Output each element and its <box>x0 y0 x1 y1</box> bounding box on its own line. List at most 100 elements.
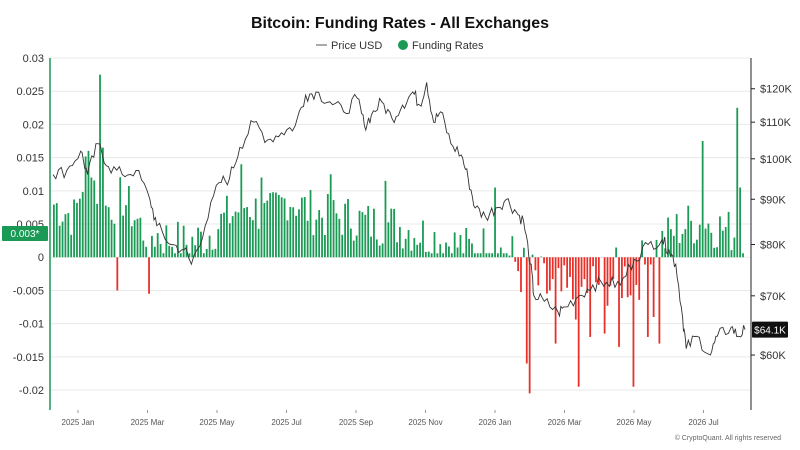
funding-bar <box>260 177 263 258</box>
funding-bar <box>407 230 410 258</box>
funding-bar <box>90 177 93 258</box>
funding-bar <box>93 180 96 258</box>
funding-bar <box>436 253 439 258</box>
funding-bar <box>182 225 185 258</box>
legend[interactable]: Price USD Funding Rates <box>316 40 484 52</box>
funding-bar <box>623 257 626 267</box>
latest-funding-value: 0.003* <box>11 229 40 240</box>
funding-bar <box>528 257 531 394</box>
funding-bar <box>739 187 742 258</box>
funding-bar <box>649 257 652 265</box>
funding-bar <box>554 257 557 344</box>
funding-bar <box>719 216 721 258</box>
latest-funding-tag: 0.003* <box>2 226 48 241</box>
funding-bar <box>228 223 231 258</box>
funding-bar <box>707 223 710 258</box>
funding-bar <box>520 257 522 293</box>
funding-bar <box>306 220 309 258</box>
funding-bar <box>471 243 473 258</box>
funding-bar <box>410 250 413 258</box>
funding-bar <box>254 198 257 258</box>
funding-bar <box>612 257 615 280</box>
funding-bar <box>315 219 318 258</box>
funding-bar <box>537 257 540 286</box>
right-tick-label: $110K <box>760 117 792 129</box>
funding-bar <box>300 197 303 258</box>
left-tick-label: -0.015 <box>13 352 44 364</box>
funding-bar <box>151 235 153 258</box>
funding-bar <box>427 251 430 258</box>
funding-bar <box>684 229 687 258</box>
funding-bar <box>393 208 396 258</box>
funding-bar <box>373 208 375 258</box>
funding-bar <box>99 74 101 258</box>
funding-bar <box>240 164 243 258</box>
right-tick-label: $100K <box>760 154 792 166</box>
funding-bar <box>583 257 586 280</box>
legend-price-label: Price USD <box>331 40 382 52</box>
funding-bar <box>243 208 246 258</box>
funding-bar <box>67 213 70 258</box>
funding-bar <box>422 220 424 258</box>
left-tick-label: 0.015 <box>16 153 44 165</box>
funding-bar <box>145 246 148 258</box>
x-tick-label: 2026 Mar <box>548 418 582 427</box>
funding-bar <box>127 186 130 258</box>
latest-price-tag: $64.1K <box>752 321 788 338</box>
legend-funding-label: Funding Rates <box>412 40 484 52</box>
funding-bar <box>540 256 543 258</box>
funding-bar <box>499 247 502 258</box>
funding-bar <box>188 253 191 258</box>
funding-bar <box>349 228 352 258</box>
funding-bar <box>597 257 600 285</box>
funding-bar <box>589 257 592 337</box>
funding-bar <box>502 253 505 258</box>
funding-bar <box>226 195 228 258</box>
funding-bar <box>156 233 159 258</box>
x-tick-label: 2026 Jul <box>688 418 718 427</box>
funding-bar <box>266 200 269 258</box>
funding-bar <box>361 212 364 258</box>
funding-bar <box>251 220 254 258</box>
funding-bar <box>125 205 127 258</box>
x-tick-label: 2025 May <box>199 418 234 427</box>
right-tick-label: $90K <box>760 194 786 206</box>
funding-bar <box>586 257 589 294</box>
funding-bar <box>485 253 488 258</box>
funding-bar <box>399 226 401 258</box>
funding-bar <box>557 257 560 269</box>
left-tick-label: -0.01 <box>19 319 44 331</box>
left-tick-label: -0.02 <box>19 385 44 397</box>
funding-bar <box>352 240 355 258</box>
funding-bar <box>687 205 690 258</box>
funding-bar <box>355 235 358 258</box>
funding-bar <box>384 180 387 258</box>
chart-title: Bitcoin: Funding Rates - All Exchanges <box>251 15 549 32</box>
funding-bar <box>70 234 73 258</box>
funding-bar <box>514 257 517 262</box>
funding-bar <box>324 235 326 258</box>
price-line <box>52 82 746 356</box>
left-tick-label: 0 <box>38 252 44 264</box>
funding-bar <box>197 227 199 258</box>
funding-bar <box>606 257 609 306</box>
funding-bar <box>563 257 566 266</box>
funding-bar <box>347 198 349 258</box>
funding-bar <box>326 194 329 258</box>
funding-bar <box>419 242 421 258</box>
funding-bar <box>433 232 436 258</box>
funding-bar <box>621 257 623 299</box>
copyright-credit: © CryptoQuant. All rights reserved <box>675 434 781 442</box>
funding-bar <box>693 243 695 258</box>
funding-bar <box>690 220 693 258</box>
funding-bar <box>122 215 124 258</box>
funding-bar <box>742 253 744 258</box>
funding-bar <box>335 213 338 258</box>
funding-bar <box>102 147 104 258</box>
funding-bar <box>459 235 462 258</box>
funding-bar <box>263 202 266 258</box>
funding-bar <box>713 247 716 258</box>
funding-bar <box>450 253 453 258</box>
funding-bar <box>465 228 468 258</box>
funding-bar <box>626 257 629 298</box>
